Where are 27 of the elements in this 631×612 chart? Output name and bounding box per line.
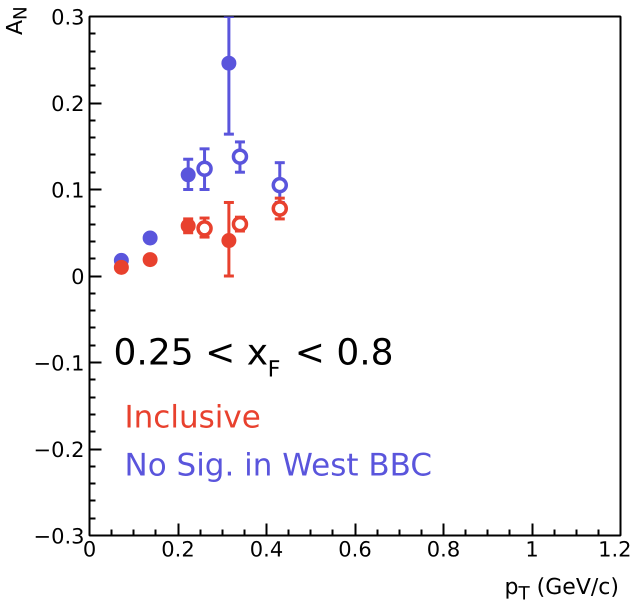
x-tick-label: 0.4 [250, 538, 284, 562]
point [232, 216, 248, 232]
point [221, 233, 236, 248]
point [196, 220, 213, 237]
point [232, 148, 248, 165]
y-tick-label: −0.2 [34, 438, 85, 462]
y-tick-label: 0.2 [51, 92, 85, 116]
point [196, 160, 213, 177]
y-tick-label: −0.1 [34, 352, 85, 376]
x-tick-label: 0.2 [161, 538, 195, 562]
x-tick-label: 1.2 [598, 538, 631, 562]
x-tick-label: 1 [525, 538, 539, 562]
point [180, 167, 196, 182]
y-tick-label: 0 [71, 265, 85, 289]
text: Inclusive [124, 400, 261, 436]
y-tick-label: −0.3 [34, 524, 85, 548]
y-tick-label: 0.1 [51, 178, 85, 202]
point [272, 176, 288, 194]
point [142, 230, 158, 246]
y-tick-label: 0.3 [51, 6, 85, 30]
point [221, 56, 236, 71]
point [114, 260, 129, 275]
point [142, 252, 158, 268]
x-tick-label: 0.6 [338, 538, 372, 562]
x-tick-label: 0.8 [426, 538, 460, 562]
x-axis-title: p$_{T}$ (GeV/c) [504, 574, 619, 606]
text: No Sig. in West BBC [124, 448, 432, 484]
